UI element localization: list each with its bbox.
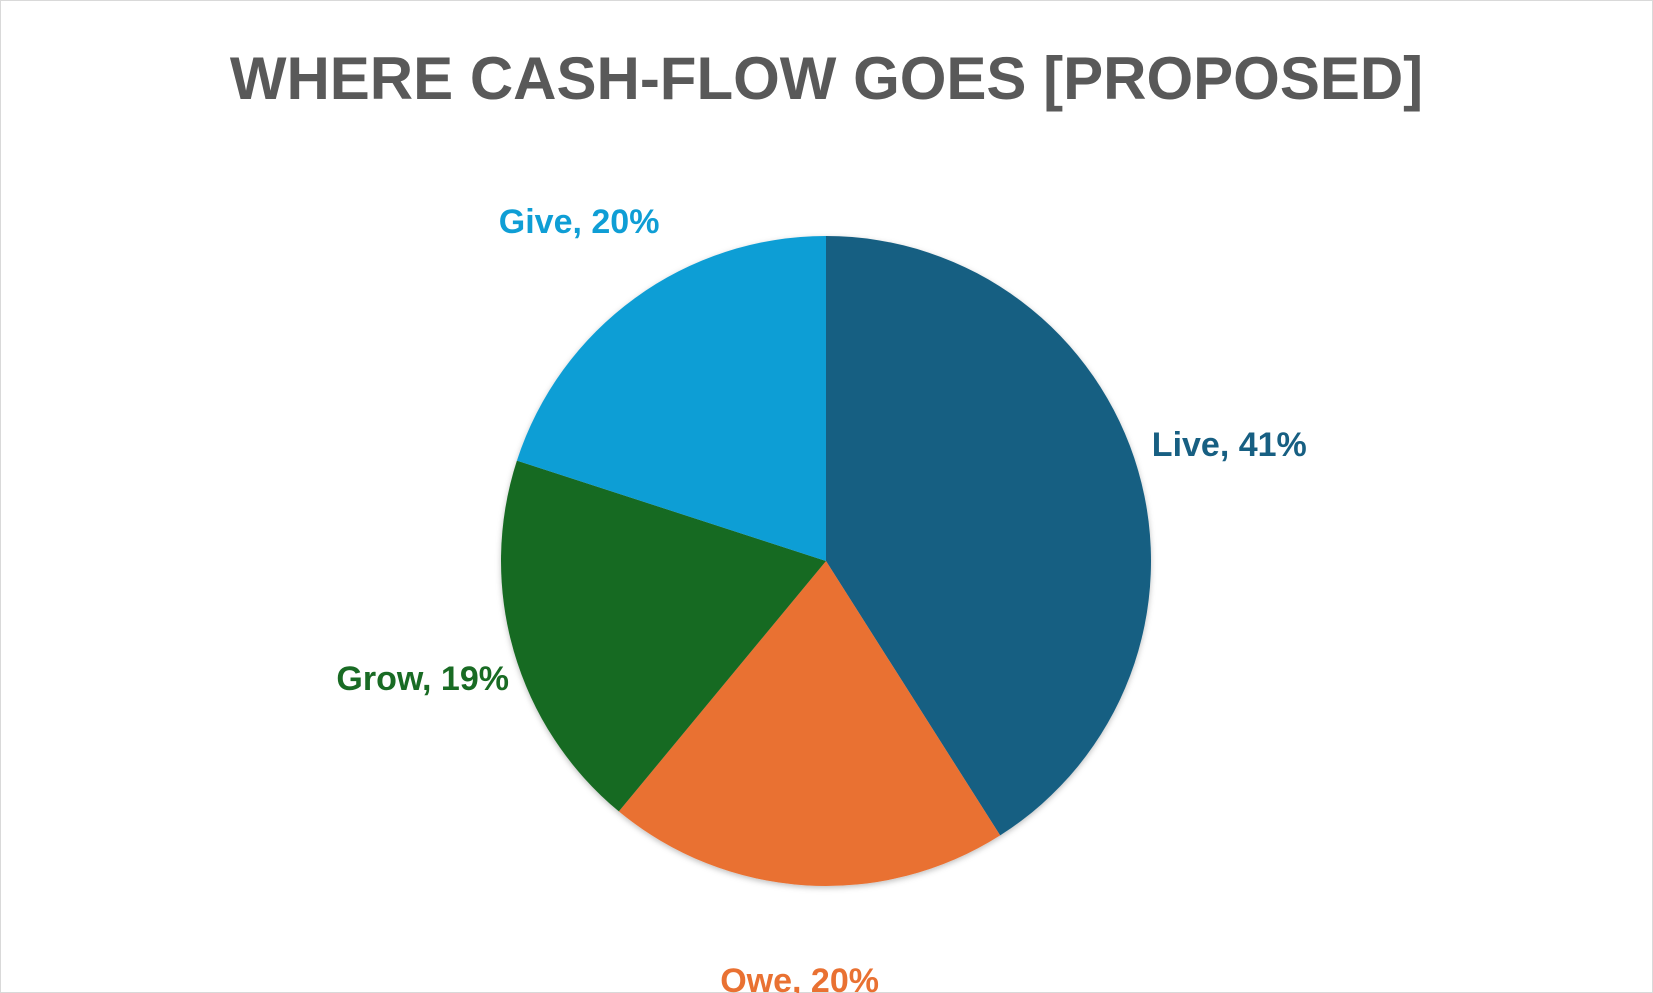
chart-title: WHERE CASH-FLOW GOES [PROPOSED] [229, 45, 1424, 112]
data-label-owe: Owe, 20% [720, 962, 879, 993]
data-label-give: Give, 20% [499, 203, 660, 241]
pie-slice-live [826, 236, 1152, 836]
data-label-live: Live, 41% [1152, 426, 1307, 464]
pie-slice-owe [618, 561, 1001, 887]
data-label-grow: Grow, 19% [336, 660, 509, 698]
pie-slice-grow [501, 460, 826, 812]
pie-slice-give [516, 236, 826, 561]
